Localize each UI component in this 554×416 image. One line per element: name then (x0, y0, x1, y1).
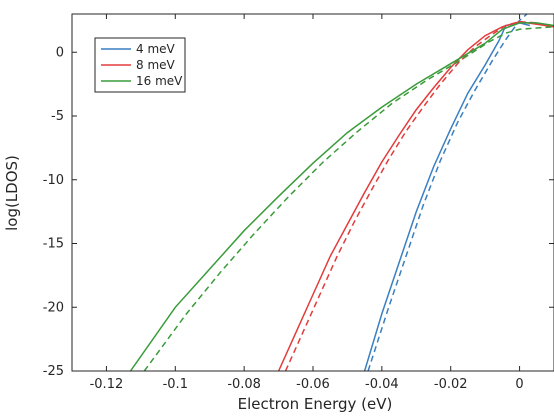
x-tick-label: -0.04 (365, 377, 399, 392)
legend: 4 meV 8 meV 16 meV (94, 37, 186, 93)
series-0-fit-line (367, 14, 529, 371)
x-tick-label: 0 (515, 377, 523, 392)
legend-label: 8 meV (136, 58, 176, 72)
legend-label: 4 meV (136, 42, 176, 56)
x-tick-label: -0.06 (296, 377, 330, 392)
x-tick-label: -0.08 (227, 377, 261, 392)
axes-layer: -0.12 -0.1 -0.08 -0.06 -0.04 -0.02 0 -25 -20 -15 -… (43, 13, 554, 392)
series-2-fit-line (143, 26, 554, 371)
legend-label: 16 meV (136, 74, 183, 88)
x-axis-label: Electron Energy (eV) (238, 395, 393, 413)
y-tick-label: -10 (43, 173, 64, 188)
y-tick-label: -15 (43, 237, 64, 252)
x-tick-label: -0.1 (163, 377, 188, 392)
y-axis-label: log(LDOS) (3, 155, 21, 231)
series-1-line (277, 20, 554, 371)
series-2-line (129, 22, 554, 371)
x-tick-label: -0.12 (90, 377, 124, 392)
y-tick-label: 0 (56, 45, 64, 60)
y-tick-label: -25 (43, 364, 64, 379)
series-1-fit-line (284, 20, 554, 371)
x-tick-label: -0.02 (434, 377, 468, 392)
y-tick-label: -5 (51, 109, 64, 124)
series-layer (129, 14, 554, 371)
y-tick-label: -20 (43, 300, 64, 315)
